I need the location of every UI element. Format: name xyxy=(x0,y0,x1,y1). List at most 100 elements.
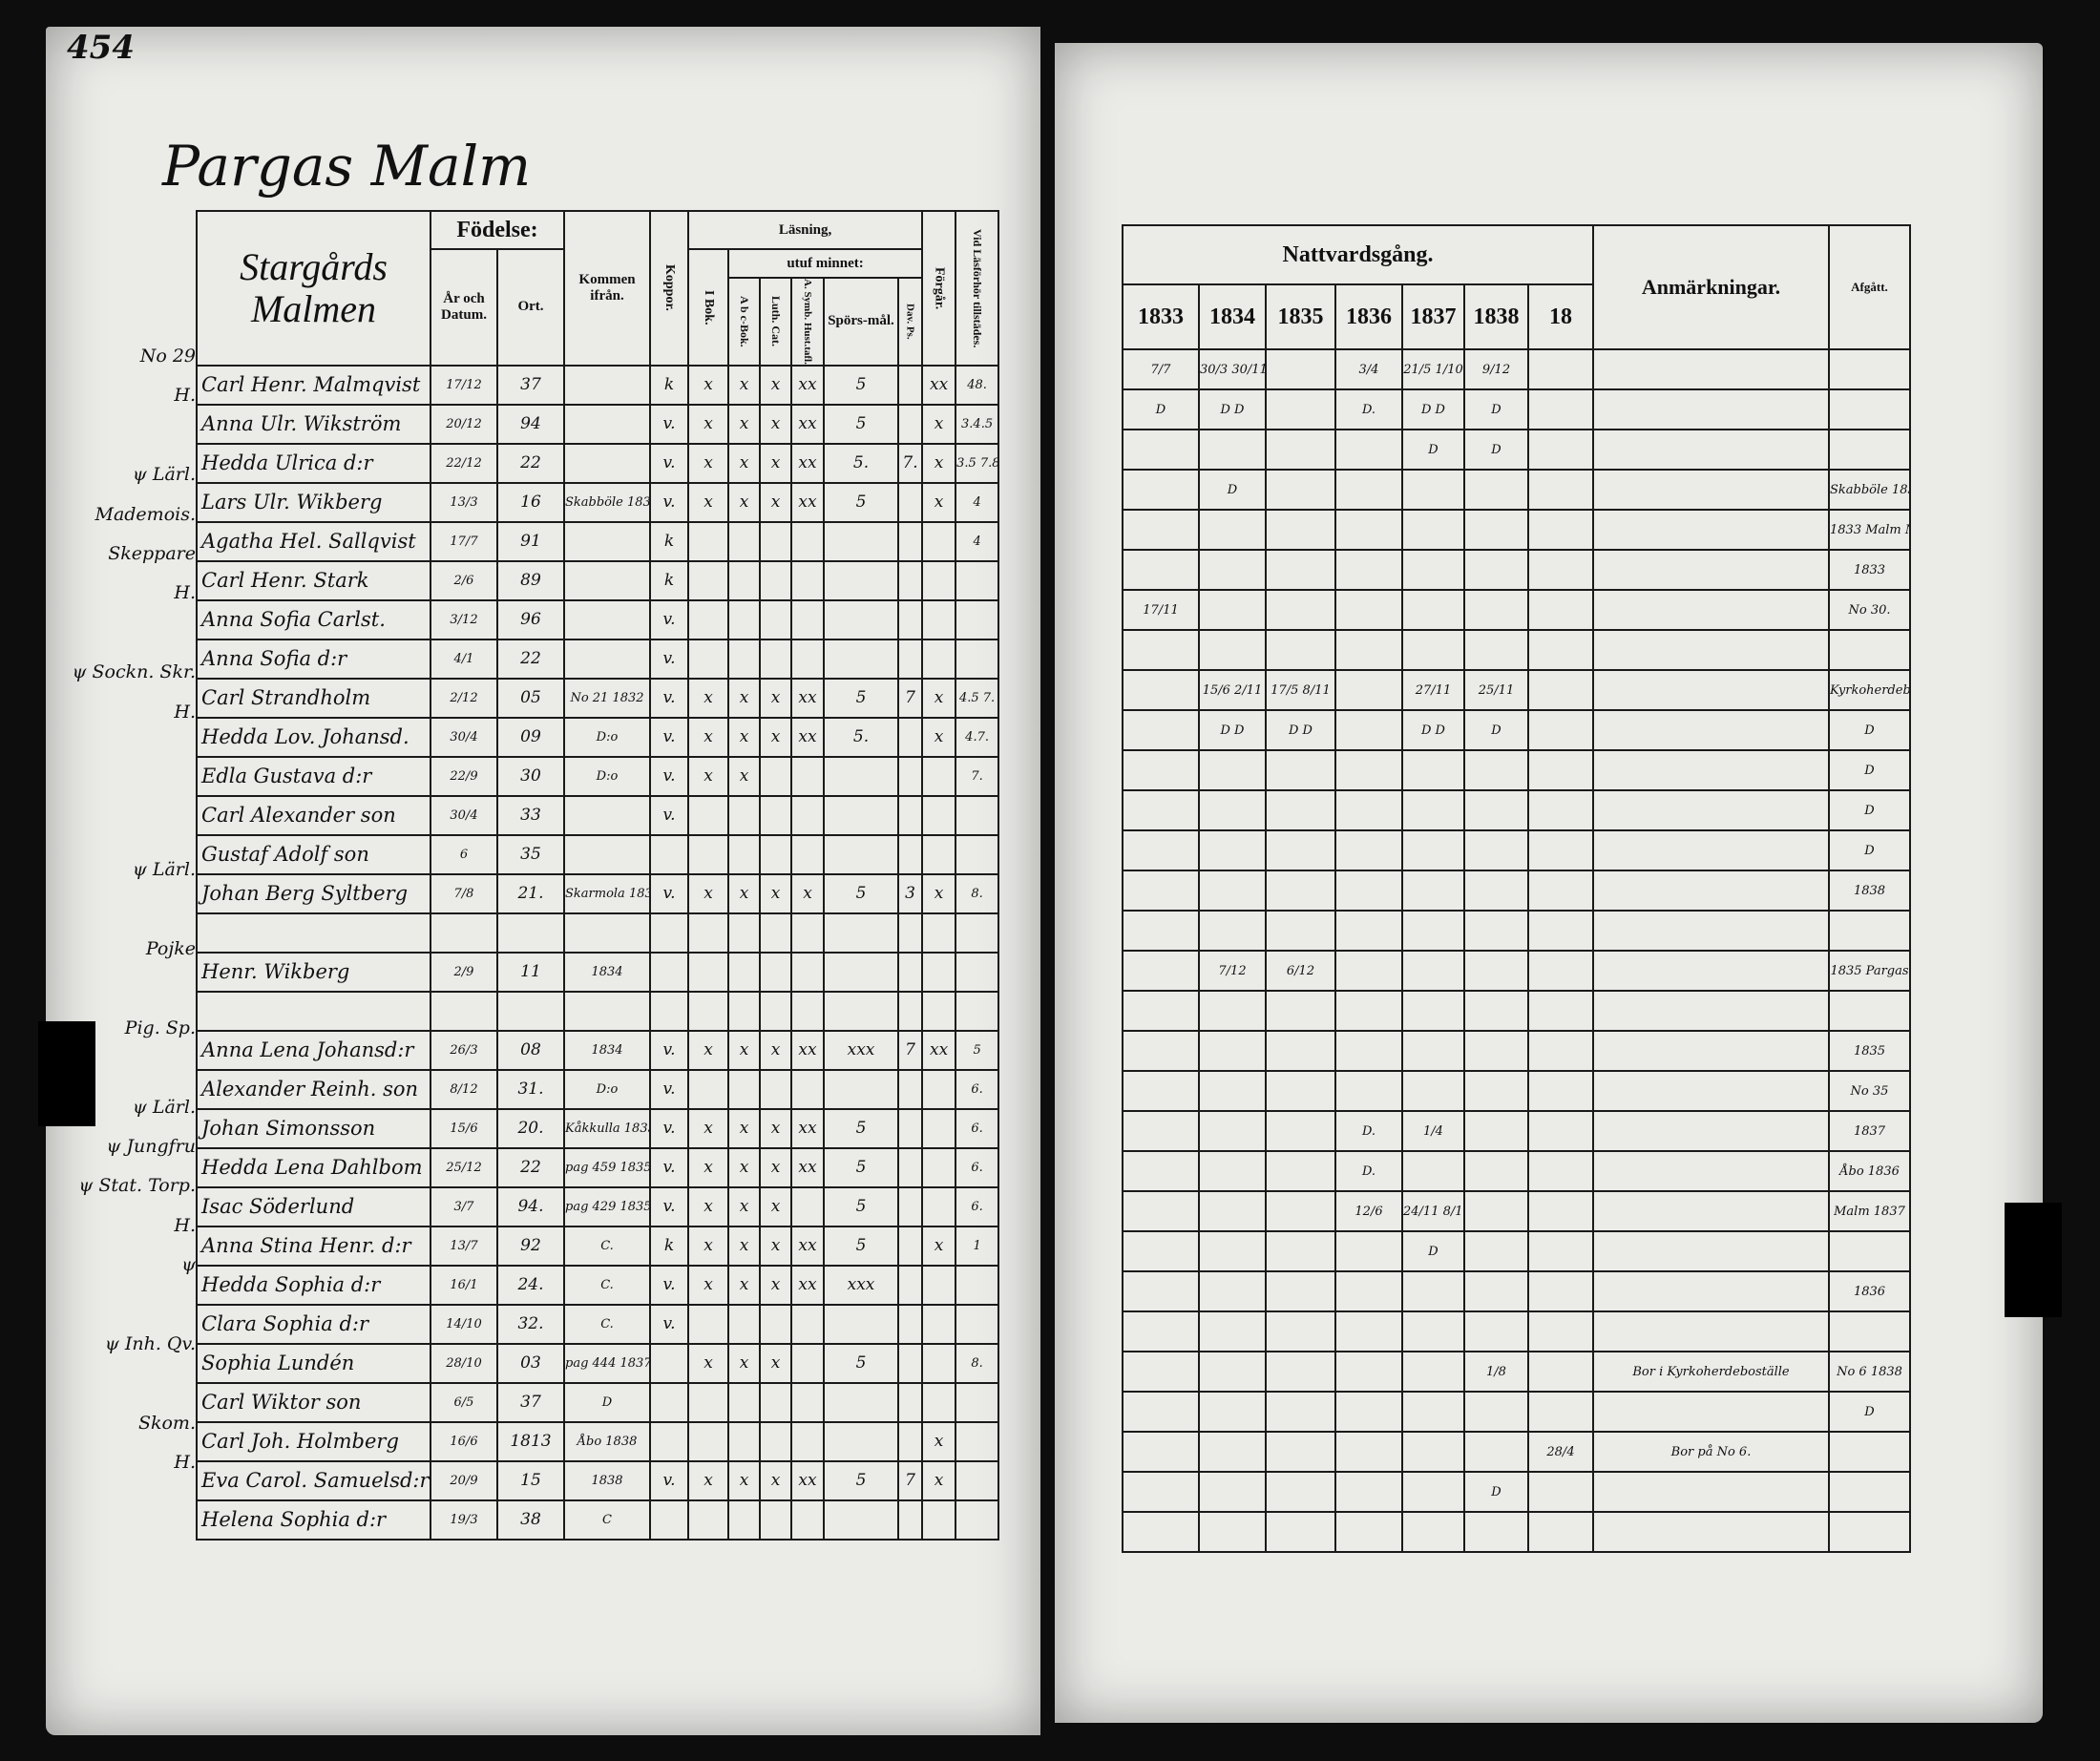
afgatt-cell: 1833 xyxy=(1828,549,1911,591)
i-bok-cell xyxy=(687,520,729,562)
name-cell: Carl Wiktor son xyxy=(196,1381,431,1423)
birth-date-cell: 15/6 xyxy=(430,1107,498,1149)
communion-row: D xyxy=(1122,829,1911,871)
i-bok-cell: x xyxy=(687,1225,729,1267)
abc-bok-cell xyxy=(727,951,761,993)
birth-date-cell: 13/7 xyxy=(430,1225,498,1267)
symb-cell: xx xyxy=(790,403,825,445)
forgar-cell: xx xyxy=(921,1029,957,1071)
afgatt-cell: D xyxy=(1828,829,1911,871)
afgatt-cell xyxy=(1828,1230,1911,1272)
forgar-cell xyxy=(921,638,957,680)
communion-date-cell: D D xyxy=(1198,709,1267,751)
register-row: Isac Söderlund 3/7 94. pag 429 1835 v. x x x 5 6. xyxy=(196,1185,1000,1227)
birth-date-cell: 7/8 xyxy=(430,872,498,914)
kommen-ifran-cell: Skabböle 1833 xyxy=(563,481,651,523)
communion-date-cell xyxy=(1527,1391,1594,1433)
margin-note: Skeppare xyxy=(108,543,196,564)
communion-date-cell xyxy=(1527,749,1594,791)
year-header: 1836 xyxy=(1334,283,1403,350)
fodelse-header: Födelse: xyxy=(430,210,565,250)
communion-date-cell xyxy=(1265,1391,1336,1433)
communion-row: D xyxy=(1122,1471,1911,1513)
abc-bok-cell: x xyxy=(727,872,761,914)
communion-row: D xyxy=(1122,1230,1911,1272)
communion-date-cell xyxy=(1463,509,1529,551)
luth-cat-cell: x xyxy=(759,1225,792,1267)
communion-date-cell xyxy=(1527,990,1594,1032)
name-cell: Alexander Reinh. son xyxy=(196,1068,431,1110)
vid-lasforhor-cell: 6. xyxy=(955,1107,1000,1149)
birth-date-cell: 6/5 xyxy=(430,1381,498,1423)
sporsmal-cell xyxy=(823,1068,899,1110)
register-row: Carl Strandholm 2/12 05 No 21 1832 v. x x x xx 5 7… xyxy=(196,677,1000,719)
dav-ps-cell: 3 xyxy=(896,872,924,914)
kommen-ifran-cell xyxy=(563,638,651,680)
communion-date-cell xyxy=(1401,1310,1465,1352)
communion-row: 7/7 30/3 30/11 3/4 21/5 1/10 9/12 xyxy=(1122,348,1911,390)
name-cell: Gustaf Adolf son xyxy=(196,833,431,875)
communion-row: 28/4 Bor på No 6. xyxy=(1122,1431,1911,1473)
birth-date-cell: 3/7 xyxy=(430,1185,498,1227)
communion-date-cell xyxy=(1401,469,1465,511)
vid-lasforhor-cell xyxy=(955,1264,1000,1306)
forgar-cell: x xyxy=(921,481,957,523)
i-bok-cell: x xyxy=(687,755,729,797)
sporsmal-cell xyxy=(823,638,899,680)
sporsmal-cell: 5 xyxy=(823,1107,899,1149)
communion-date-cell xyxy=(1527,429,1594,471)
luth-cat-cell: x xyxy=(759,1459,792,1501)
communion-date-cell xyxy=(1265,1110,1336,1152)
luth-cat-header: Luth. Cat. xyxy=(759,277,792,367)
abc-bok-cell xyxy=(727,794,761,836)
communion-date-cell xyxy=(1527,1310,1594,1352)
communion-date-cell xyxy=(1265,429,1336,471)
communion-date-cell xyxy=(1265,910,1336,952)
afgatt-cell: D xyxy=(1828,749,1911,791)
communion-date-cell xyxy=(1122,1230,1200,1272)
abc-bok-cell xyxy=(727,1068,761,1110)
afgatt-cell: No 30. xyxy=(1828,589,1911,631)
sporsmal-cell xyxy=(823,1303,899,1345)
communion-date-cell xyxy=(1265,589,1336,631)
communion-row: 1/8 Bor i Kyrkoherdeboställe No 6 1838 xyxy=(1122,1351,1911,1393)
communion-date-cell xyxy=(1527,348,1594,390)
communion-row: 1833 xyxy=(1122,549,1911,591)
kommen-ifran-cell: Kåkkulla 1835 xyxy=(563,1107,651,1149)
communion-date-cell xyxy=(1401,910,1465,952)
forgar-cell xyxy=(921,1499,957,1541)
abc-bok-cell: x xyxy=(727,1225,761,1267)
sporsmal-cell: 5 xyxy=(823,1185,899,1227)
kommen-ifran-cell: C. xyxy=(563,1225,651,1267)
communion-date-cell xyxy=(1527,1471,1594,1513)
communion-date-cell xyxy=(1463,1110,1529,1152)
vid-lasforhor-cell: 3.4.5 xyxy=(955,403,1000,445)
luth-cat-cell: x xyxy=(759,442,792,484)
vid-lasforhor-cell: 5 xyxy=(955,1029,1000,1071)
koppor-cell: v. xyxy=(649,1459,689,1501)
kommen-ifran-cell xyxy=(563,833,651,875)
birth-year-cell: 96 xyxy=(496,598,565,640)
communion-date-cell xyxy=(1122,1110,1200,1152)
kommen-ifran-cell xyxy=(563,442,651,484)
communion-date-cell: D D xyxy=(1198,388,1267,430)
register-row: Carl Henr. Malmqvist 17/12 37 k x x x xx 5 xx 48. xyxy=(196,364,1000,406)
abc-bok-cell xyxy=(727,990,761,1032)
name-cell: Carl Joh. Holmberg xyxy=(196,1420,431,1462)
vid-lasforhor-header: Vid Läsförhör tillstädes. xyxy=(955,210,1000,367)
anmarkning-cell xyxy=(1592,429,1830,471)
communion-date-cell xyxy=(1527,950,1594,992)
birth-date-cell: 30/4 xyxy=(430,716,498,758)
anmarkning-cell xyxy=(1592,1310,1830,1352)
communion-date-cell xyxy=(1122,709,1200,751)
symb-cell: xx xyxy=(790,1107,825,1149)
communion-row xyxy=(1122,1511,1911,1553)
communion-date-cell xyxy=(1265,1150,1336,1192)
communion-date-cell xyxy=(1334,549,1403,591)
dav-ps-cell xyxy=(896,755,924,797)
abc-bok-cell xyxy=(727,598,761,640)
dav-ps-cell xyxy=(896,1303,924,1345)
forgar-cell xyxy=(921,794,957,836)
communion-date-cell xyxy=(1122,1270,1200,1312)
